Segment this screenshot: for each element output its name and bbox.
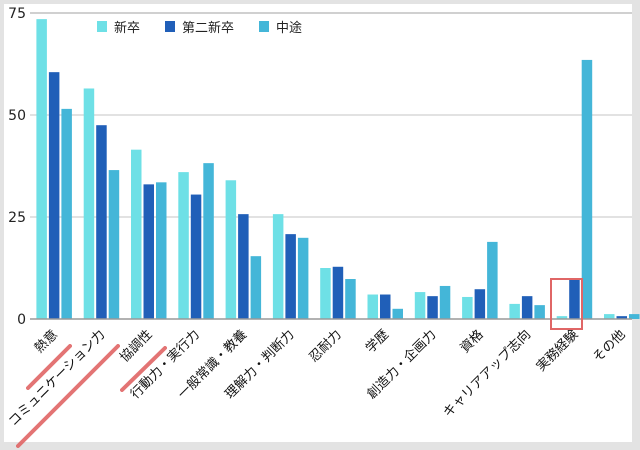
- chart-frame: [4, 4, 632, 442]
- bar-2: [238, 214, 249, 319]
- x-tick-label: 忍耐力: [307, 327, 345, 365]
- bar-2: [380, 294, 391, 319]
- y-tick-label: 0: [17, 312, 26, 328]
- legend-swatch: [97, 21, 107, 32]
- y-tick-label: 75: [8, 6, 26, 22]
- bar-1: [178, 172, 189, 319]
- bar-1: [462, 296, 473, 319]
- bar-1: [414, 292, 426, 319]
- highlight-box: [550, 278, 583, 330]
- bar-1: [604, 314, 615, 319]
- legend-label: 新卒: [114, 20, 140, 36]
- bar-3: [250, 256, 262, 319]
- x-tick-label: 協調性: [117, 327, 155, 365]
- bar-3: [439, 285, 451, 319]
- bar-1: [131, 149, 142, 319]
- x-tick-label: 資格: [457, 327, 487, 357]
- y-tick-label: 50: [8, 108, 26, 124]
- bar-3: [534, 305, 545, 319]
- x-tick-label: 実務経験: [533, 327, 581, 375]
- bar-3: [108, 170, 120, 319]
- bar-2: [143, 184, 154, 319]
- x-tick-label: その他: [590, 327, 628, 365]
- highlight-underline: [26, 344, 72, 390]
- bar-3: [345, 279, 356, 319]
- bar-1: [36, 19, 47, 320]
- legend-swatch: [165, 21, 175, 32]
- bar-1: [320, 268, 331, 319]
- bar-3: [297, 237, 309, 319]
- x-tick-label: キャリアアップ志向: [440, 327, 534, 421]
- bar-1: [272, 214, 284, 319]
- bar-2: [569, 279, 580, 319]
- bar-2: [332, 266, 344, 319]
- bar-2: [427, 296, 438, 319]
- bar-1: [556, 316, 568, 319]
- bar-2: [521, 296, 533, 319]
- bar-2: [96, 125, 107, 319]
- bar-3: [487, 241, 498, 319]
- bar-3: [156, 182, 167, 319]
- bar-3: [61, 108, 72, 319]
- y-tick-label: 25: [8, 210, 26, 226]
- bar-2: [474, 289, 486, 319]
- x-tick-label: 学歴: [362, 327, 392, 357]
- x-tick-label: 熱意: [31, 327, 61, 357]
- bar-2: [616, 316, 627, 319]
- bar-3: [203, 163, 214, 319]
- bar-3: [629, 314, 640, 319]
- bar-1: [225, 180, 237, 319]
- bar-2: [285, 234, 296, 319]
- bar-1: [509, 303, 520, 319]
- bar-3: [392, 308, 403, 319]
- legend-label: 中途: [276, 20, 302, 36]
- bar-2: [190, 194, 202, 319]
- bar-1: [83, 88, 95, 319]
- legend-label: 第二新卒: [182, 20, 234, 36]
- bar-1: [367, 294, 378, 319]
- bar-3: [581, 59, 593, 320]
- legend-swatch: [259, 21, 269, 32]
- highlight-underline: [120, 346, 167, 392]
- highlight-underline: [16, 344, 120, 448]
- x-tick-label: コミュニケーション力: [6, 327, 108, 429]
- bar-2: [48, 72, 60, 319]
